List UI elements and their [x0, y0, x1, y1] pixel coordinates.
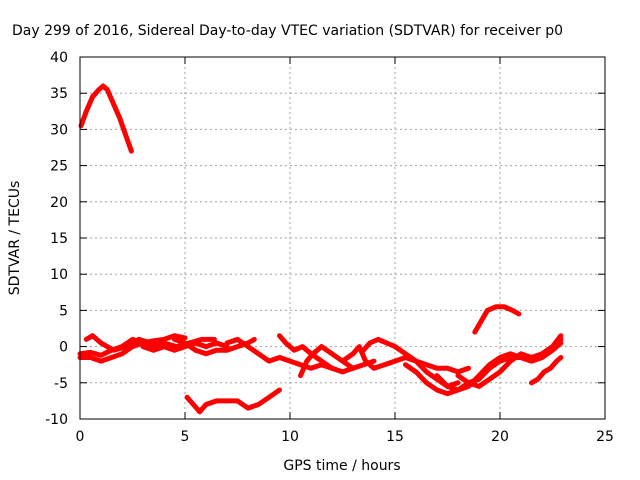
y-tick-label: 35: [50, 86, 68, 102]
y-tick-label: 5: [59, 303, 68, 319]
x-tick-label: 25: [596, 429, 614, 445]
x-tick-label: 5: [181, 429, 190, 445]
y-tick-label: 20: [50, 195, 68, 211]
series-arc-3: [77, 340, 167, 364]
series-arc-15: [529, 355, 564, 386]
y-tick-label: 10: [50, 267, 68, 283]
series-arc-10: [340, 344, 461, 389]
y-axis-label: SDTVAR / TECUs: [7, 181, 23, 296]
grid: [80, 57, 605, 419]
data-series: [77, 83, 564, 415]
chart-title: Day 299 of 2016, Sidereal Day-to-day VTE…: [12, 23, 563, 39]
y-tick-label: -10: [45, 412, 68, 428]
x-tick-label: 10: [281, 429, 299, 445]
series-arc-13: [434, 336, 564, 393]
y-tick-label: 30: [50, 122, 68, 138]
y-tick-label: -5: [54, 376, 68, 392]
series-arc-1: [78, 83, 134, 154]
x-tick-label: 15: [386, 429, 404, 445]
y-tick-label: 25: [50, 159, 68, 175]
x-tick-label: 20: [491, 429, 509, 445]
x-axis-label: GPS time / hours: [283, 458, 400, 474]
series-arc-2: [77, 333, 188, 358]
series-arc-17: [184, 387, 282, 415]
x-tick-label: 0: [76, 429, 85, 445]
series-arc-14: [455, 333, 564, 389]
series-arc-16: [472, 304, 522, 335]
y-tick-label: 15: [50, 231, 68, 247]
axes: 0 5 10 15 20 25 -10 -5 0 5 10 15 20 25 30 35 40: [45, 50, 614, 445]
y-tick-label: 0: [59, 340, 68, 356]
series-arc-5: [140, 340, 230, 353]
series-arc-8: [277, 333, 377, 375]
series-arc-11: [361, 336, 471, 375]
series-arc-7: [224, 336, 335, 371]
y-tick-label: 40: [50, 50, 68, 66]
